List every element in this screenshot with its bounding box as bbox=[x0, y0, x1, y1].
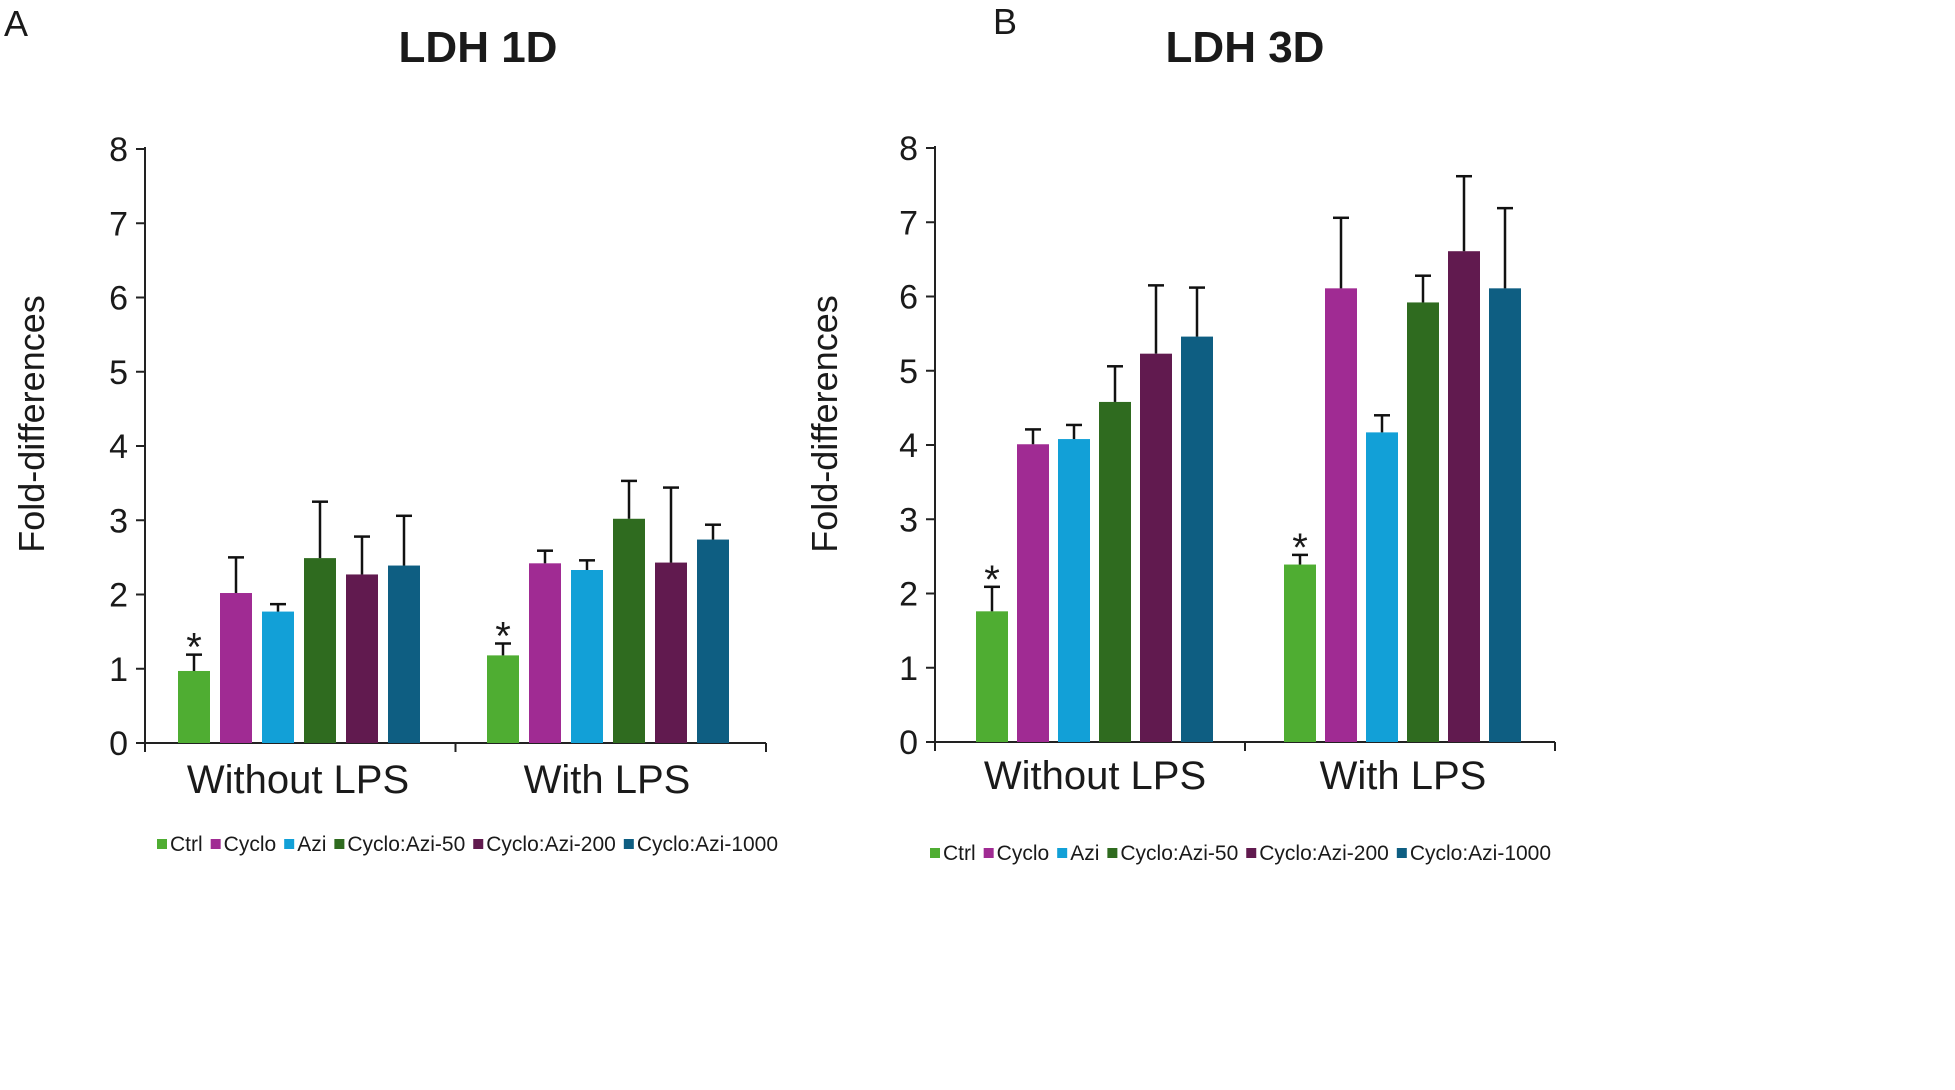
legend-swatch bbox=[210, 839, 221, 849]
y-tick-label: 7 bbox=[899, 204, 918, 242]
bar bbox=[1284, 564, 1316, 742]
legend-label: Cyclo:Azi-1000 bbox=[1410, 842, 1551, 865]
y-tick-label: 2 bbox=[109, 577, 128, 615]
legend-swatch bbox=[157, 839, 167, 849]
y-tick-labels: 0 1 2 3 4 5 6 7 8 bbox=[109, 131, 128, 763]
bar bbox=[487, 655, 519, 743]
legend-swatch bbox=[983, 848, 994, 858]
legend-swatch bbox=[930, 848, 940, 858]
legend-label: Cyclo bbox=[224, 833, 277, 856]
y-tick-label: 5 bbox=[899, 353, 918, 391]
y-tick-label: 3 bbox=[899, 501, 918, 539]
significance-marks: ** bbox=[186, 615, 511, 670]
y-tick-label: 4 bbox=[899, 427, 918, 465]
legend: Ctrl Cyclo Azi Cyclo:Azi-50 Cyclo:Azi-200 Cyc… bbox=[930, 842, 1551, 865]
y-tick-label: 0 bbox=[899, 724, 918, 762]
legend-label: Cyclo:Azi-200 bbox=[1259, 842, 1389, 865]
bar bbox=[571, 569, 603, 743]
bar bbox=[1017, 444, 1049, 742]
bar bbox=[1448, 251, 1480, 742]
significance-star: * bbox=[495, 615, 511, 659]
y-tick-label: 8 bbox=[109, 131, 128, 169]
error-bars bbox=[984, 174, 1513, 612]
legend-swatch bbox=[1107, 848, 1118, 858]
legend-label: Ctrl bbox=[170, 833, 203, 856]
legend-label: Cyclo:Azi-50 bbox=[1120, 842, 1238, 865]
significance-star: * bbox=[984, 558, 1000, 602]
y-tick-label: 2 bbox=[899, 576, 918, 614]
y-axis-title: Fold-differences bbox=[804, 295, 845, 552]
legend-label: Cyclo:Azi-200 bbox=[486, 833, 616, 856]
y-tick-label: 6 bbox=[109, 280, 128, 318]
category-label: Without LPS bbox=[984, 754, 1206, 798]
bar bbox=[1140, 353, 1172, 742]
bar bbox=[976, 611, 1008, 742]
bar bbox=[388, 565, 420, 743]
category-label: Without LPS bbox=[187, 758, 409, 802]
legend-label: Azi bbox=[297, 833, 326, 856]
significance-star: * bbox=[1292, 526, 1308, 570]
legend-swatch bbox=[1396, 848, 1407, 858]
bar bbox=[655, 562, 687, 743]
y-tick-label: 8 bbox=[899, 130, 918, 168]
panel-letter: A bbox=[4, 3, 28, 44]
bar bbox=[1489, 288, 1521, 742]
category-label: With LPS bbox=[524, 758, 691, 802]
bar bbox=[1325, 288, 1357, 742]
legend-label: Cyclo:Azi-50 bbox=[347, 833, 465, 856]
y-axis-title: Fold-differences bbox=[11, 295, 52, 552]
legend-label: Cyclo bbox=[997, 842, 1050, 865]
y-tick-label: 6 bbox=[899, 279, 918, 317]
bar bbox=[613, 518, 645, 743]
panel-letter: B bbox=[993, 1, 1017, 42]
legend-swatch bbox=[623, 839, 634, 849]
y-tick-label: 0 bbox=[109, 725, 128, 763]
y-tick-label: 1 bbox=[899, 650, 918, 688]
category-labels: Without LPS With LPS bbox=[187, 758, 691, 802]
legend-swatch bbox=[1246, 848, 1257, 858]
bar bbox=[1407, 302, 1439, 742]
bar bbox=[1366, 432, 1398, 742]
bar bbox=[346, 574, 378, 743]
chart-title: LDH 1D bbox=[399, 23, 558, 72]
y-tick-label: 4 bbox=[109, 428, 128, 466]
y-tick-label: 5 bbox=[109, 354, 128, 392]
legend-swatch bbox=[334, 839, 345, 849]
legend-label: Cyclo:Azi-1000 bbox=[637, 833, 778, 856]
bars bbox=[976, 251, 1521, 742]
bar bbox=[178, 670, 210, 743]
bar bbox=[529, 563, 561, 743]
y-tick-label: 1 bbox=[109, 651, 128, 689]
bar bbox=[304, 558, 336, 743]
bar bbox=[220, 593, 252, 743]
legend-label: Azi bbox=[1070, 842, 1099, 865]
y-tick-labels: 0 1 2 3 4 5 6 7 8 bbox=[899, 130, 918, 762]
significance-marks: ** bbox=[984, 526, 1308, 602]
bar bbox=[1181, 336, 1213, 742]
bar bbox=[1058, 439, 1090, 742]
legend-swatch bbox=[473, 839, 484, 849]
bar bbox=[1099, 401, 1131, 742]
y-tick-label: 3 bbox=[109, 502, 128, 540]
category-label: With LPS bbox=[1320, 754, 1487, 798]
legend: Ctrl Cyclo Azi Cyclo:Azi-50 Cyclo:Azi-200 Cyc… bbox=[157, 833, 778, 856]
bar bbox=[697, 539, 729, 743]
legend-swatch bbox=[284, 839, 295, 849]
y-tick-label: 7 bbox=[109, 205, 128, 243]
chart-title: LDH 3D bbox=[1166, 23, 1325, 72]
significance-star: * bbox=[186, 626, 202, 670]
legend-label: Ctrl bbox=[943, 842, 976, 865]
category-labels: Without LPS With LPS bbox=[984, 754, 1487, 798]
bar bbox=[262, 611, 294, 743]
error-bars bbox=[186, 479, 721, 671]
legend-swatch bbox=[1057, 848, 1068, 858]
bars bbox=[178, 518, 729, 743]
